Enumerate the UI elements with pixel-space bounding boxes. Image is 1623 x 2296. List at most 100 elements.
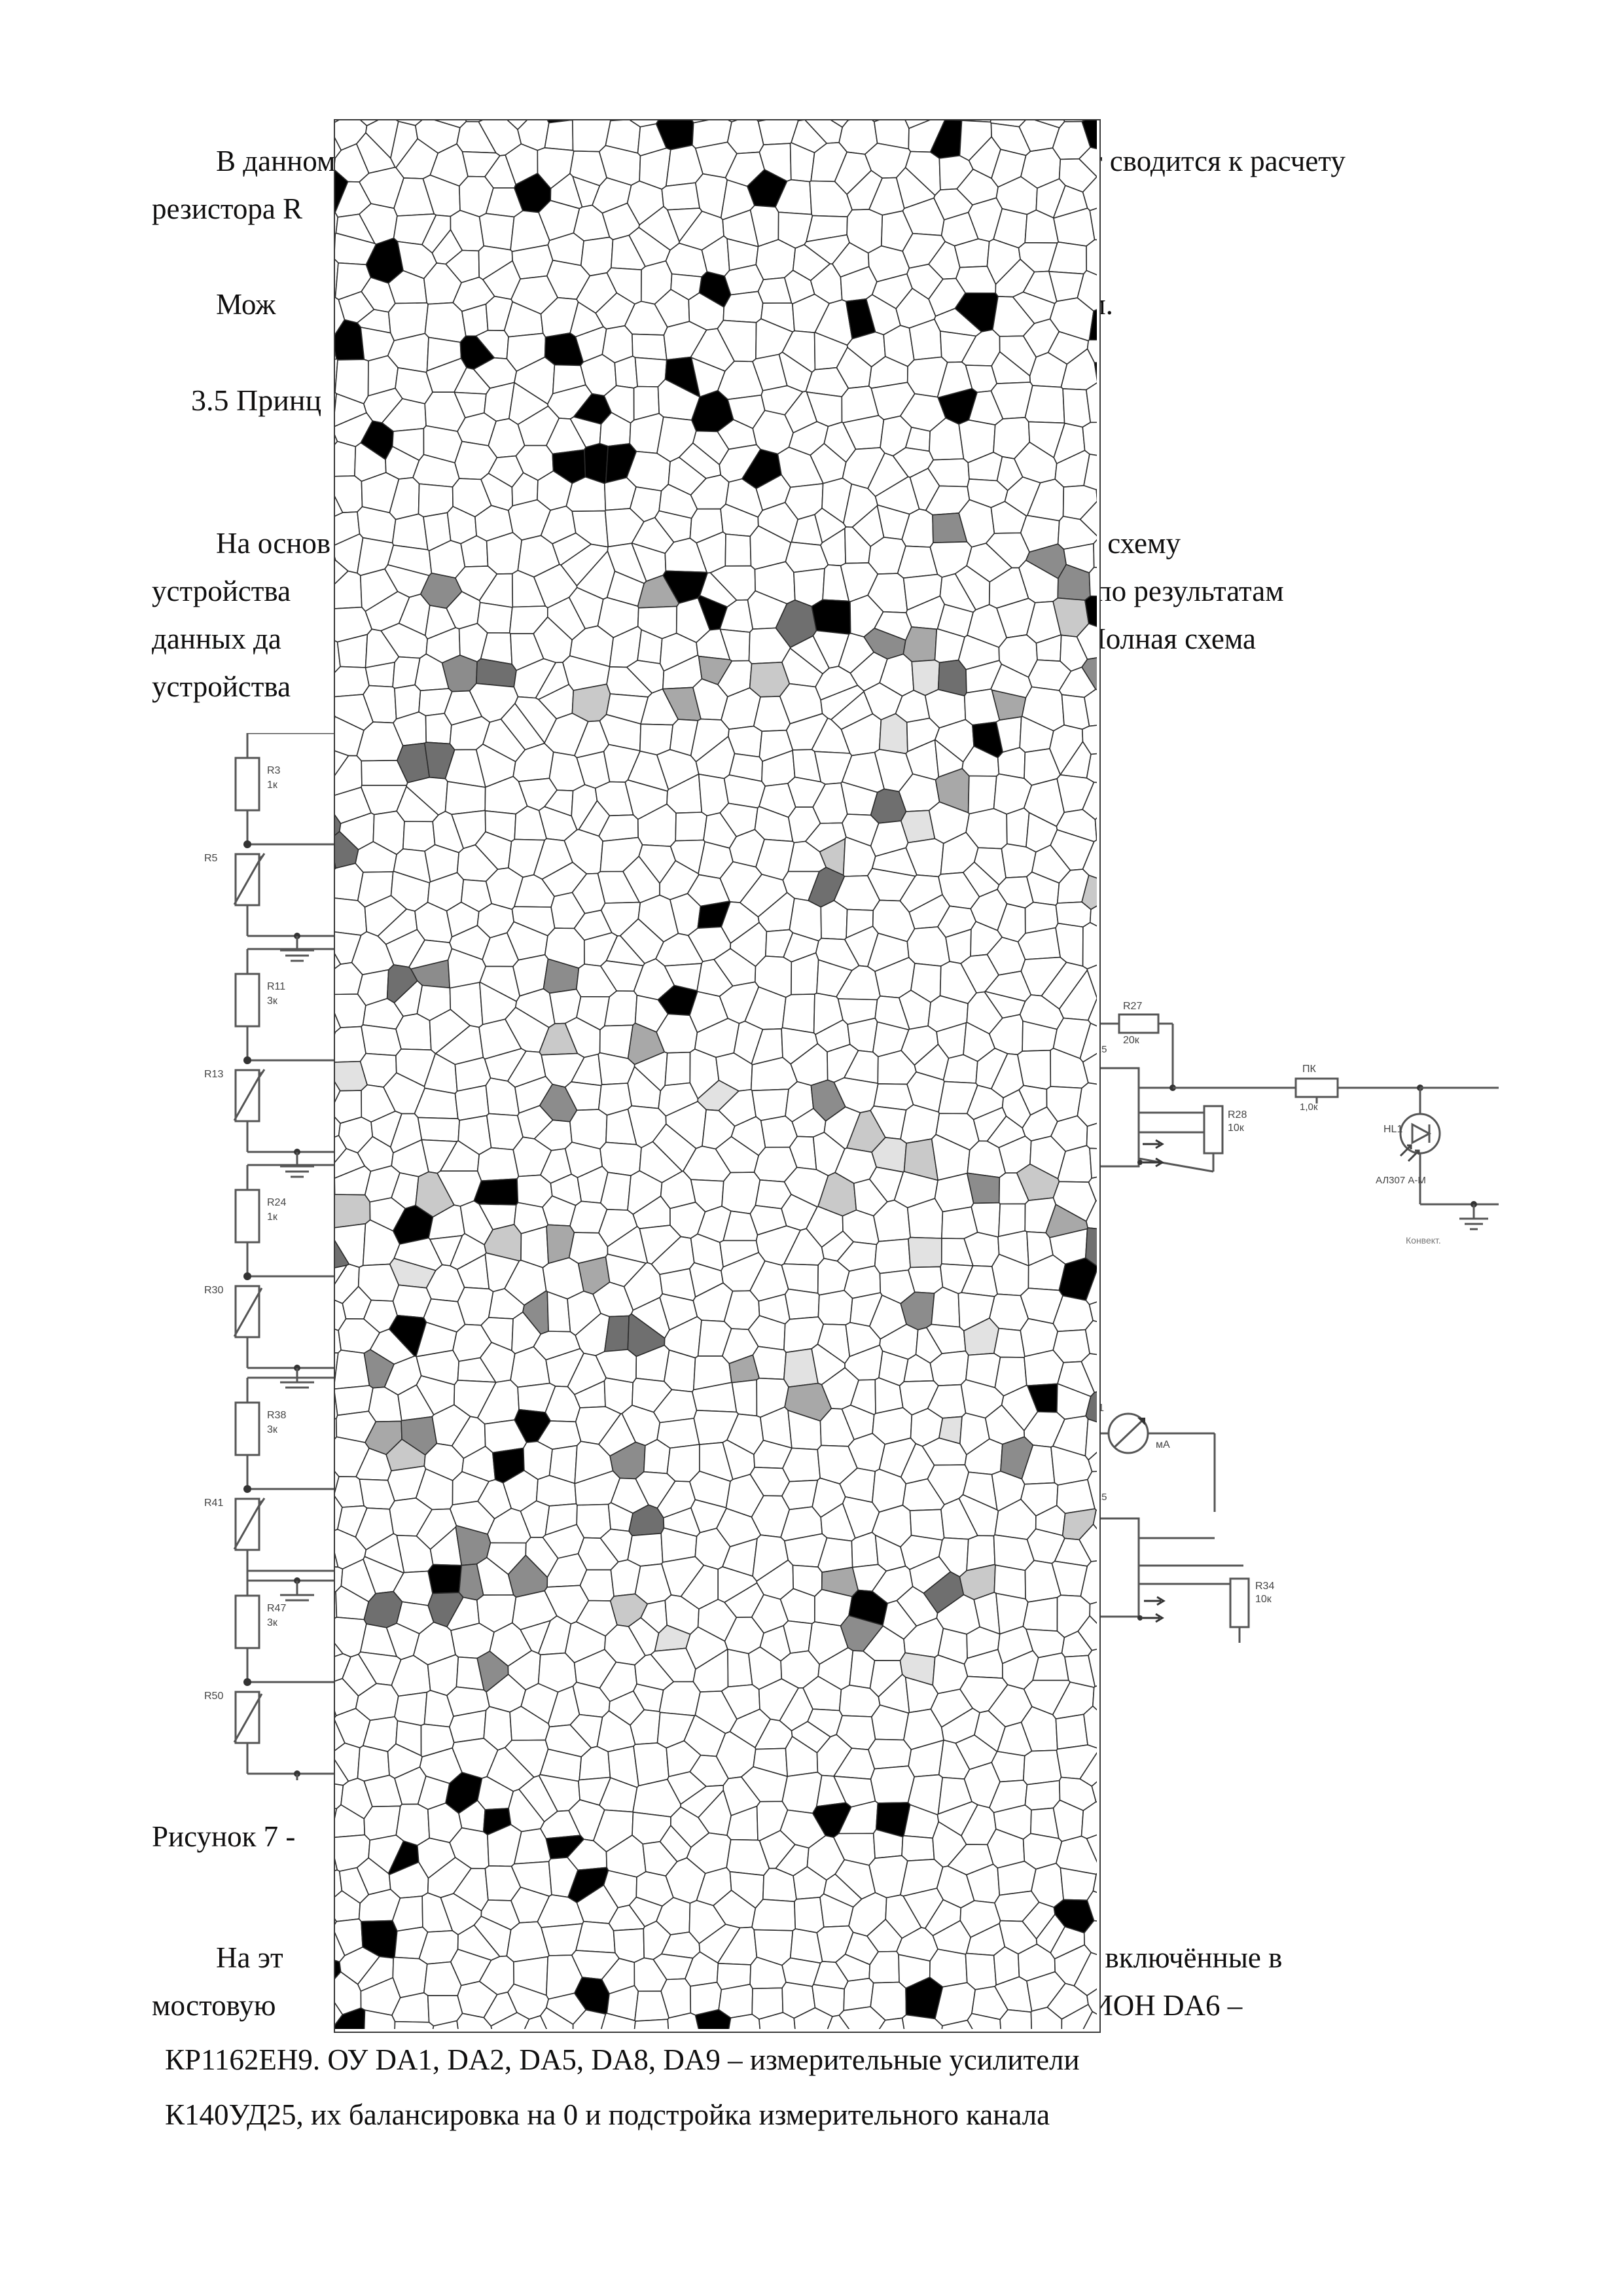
mosaic-cell <box>425 713 452 745</box>
mosaic-cell <box>335 2007 366 2029</box>
svg-text:R34: R34 <box>1255 1581 1274 1592</box>
mosaic-cell <box>1094 362 1097 382</box>
mosaic-cell <box>335 440 357 477</box>
mosaic-cell <box>1081 657 1097 691</box>
mosaic-cell <box>1092 1509 1097 1530</box>
mosaic-cell <box>751 1899 796 1931</box>
mosaic-cell <box>360 120 379 127</box>
mosaic-cell <box>507 120 527 131</box>
mosaic-cell <box>335 1194 371 1229</box>
mosaic-cell <box>402 821 436 852</box>
mosaic-cell <box>476 1147 520 1182</box>
mosaic-cell <box>1088 309 1097 341</box>
mosaic-cell <box>335 560 349 584</box>
mosaic-cell <box>1088 1176 1097 1202</box>
mosaic-occlusion-overlay <box>334 119 1101 2033</box>
mosaic-cell <box>901 1835 935 1862</box>
mosaic-cell <box>908 1236 942 1268</box>
svg-text:R47: R47 <box>267 1603 286 1614</box>
paragraph-3-line4-left: устройства <box>152 670 291 703</box>
svg-text:1к: 1к <box>267 1211 278 1223</box>
mosaic-cell <box>793 567 825 607</box>
svg-text:1к: 1к <box>267 780 278 791</box>
mosaic-cell <box>572 2009 607 2029</box>
mosaic-cell <box>1087 1471 1097 1511</box>
mosaic-cells <box>335 120 1097 2029</box>
mosaic-cell <box>967 775 997 815</box>
mosaic-cell <box>1078 147 1097 177</box>
mosaic-cell <box>1077 1615 1097 1651</box>
paragraph-3-line2-left: устройства <box>152 575 291 607</box>
mosaic-cell <box>603 990 638 1027</box>
mosaic-cell <box>632 333 668 361</box>
tail-text-lines: КР1162ЕН9. ОУ DA1, DA2, DA5, DA8, DA9 – … <box>165 2032 1395 2142</box>
mosaic-cell <box>1086 1834 1097 1863</box>
mosaic-cell <box>1088 566 1097 597</box>
mosaic-cell <box>1094 817 1097 841</box>
mosaic-cell <box>454 1085 490 1121</box>
mosaic-cell <box>1080 1353 1097 1393</box>
mosaic-cell <box>1096 488 1097 501</box>
mosaic-cell <box>1093 539 1097 568</box>
mosaic-cell <box>1022 1749 1062 1785</box>
mosaic-cell <box>1091 1781 1097 1803</box>
mosaic-cell <box>1024 385 1065 424</box>
mosaic-cell <box>934 1172 974 1213</box>
mosaic-cell <box>942 1054 978 1084</box>
mosaic-cell <box>394 2020 435 2029</box>
mosaic-cell <box>432 2020 459 2029</box>
paragraph-4-line1-left: На эт <box>216 1941 283 1974</box>
mosaic-cell <box>870 1765 916 1804</box>
mosaic-cell <box>1089 1602 1097 1624</box>
mosaic-cell <box>878 2017 905 2029</box>
mosaic-cell <box>1079 1523 1097 1562</box>
svg-text:Конвект.: Конвект. <box>1406 1235 1441 1246</box>
mosaic-cell <box>878 713 908 755</box>
mosaic-cell <box>667 2012 700 2029</box>
mosaic-cell <box>1082 2011 1097 2029</box>
svg-text:R24: R24 <box>267 1197 286 1208</box>
mosaic-cell <box>1030 2007 1063 2029</box>
mosaic-cell <box>539 2007 574 2029</box>
mosaic-cell <box>456 2013 493 2029</box>
mosaic-cell <box>335 750 349 776</box>
paragraph-2-left: Мож <box>216 288 276 321</box>
paragraph-4-line2-left: мостовую <box>152 1989 276 2022</box>
mosaic-cell <box>417 1117 460 1142</box>
svg-text:3к: 3к <box>267 996 278 1007</box>
mosaic-cell <box>851 1532 879 1568</box>
mosaic-cell <box>911 659 940 696</box>
mosaic-cell <box>335 666 370 698</box>
mosaic-cell <box>993 1327 1026 1358</box>
mosaic-cell <box>633 1742 669 1787</box>
mosaic-cell <box>1089 1147 1097 1179</box>
mosaic-cell <box>1089 905 1097 927</box>
section-heading-3-5-text: 3.5 Принц <box>191 384 322 417</box>
mosaic-cell <box>427 1564 463 1594</box>
mosaic-cell <box>580 236 614 277</box>
mosaic-cell <box>664 1051 691 1086</box>
mosaic-cell <box>965 1952 997 1990</box>
mosaic-cell <box>335 993 366 1028</box>
paragraph-1: В данном с т сводится к расчету <box>152 137 1389 185</box>
mosaic-cell <box>820 899 848 941</box>
mosaic-cell <box>1081 120 1097 150</box>
mosaic-cell <box>1086 1890 1097 1922</box>
svg-text:R30: R30 <box>204 1285 223 1296</box>
mosaic-cell <box>997 1860 1037 1896</box>
mosaic-cell <box>758 2011 796 2029</box>
mosaic-cell <box>1024 1780 1061 1811</box>
mosaic-cell <box>575 1920 616 1954</box>
mosaic-cell <box>1082 922 1097 970</box>
paragraph-3-line3-left: данных да <box>152 622 281 655</box>
mosaic-cell <box>1086 339 1097 363</box>
mosaic-cell <box>838 2006 886 2029</box>
mosaic-cell <box>1088 1301 1097 1322</box>
mosaic-cell <box>361 1024 402 1056</box>
mosaic-cell <box>1086 239 1097 276</box>
mosaic-cell <box>1083 1705 1097 1749</box>
mosaic-cell <box>694 2009 732 2029</box>
mosaic-cell <box>843 1977 874 2011</box>
paragraph-1-left: В данном с <box>216 145 356 177</box>
